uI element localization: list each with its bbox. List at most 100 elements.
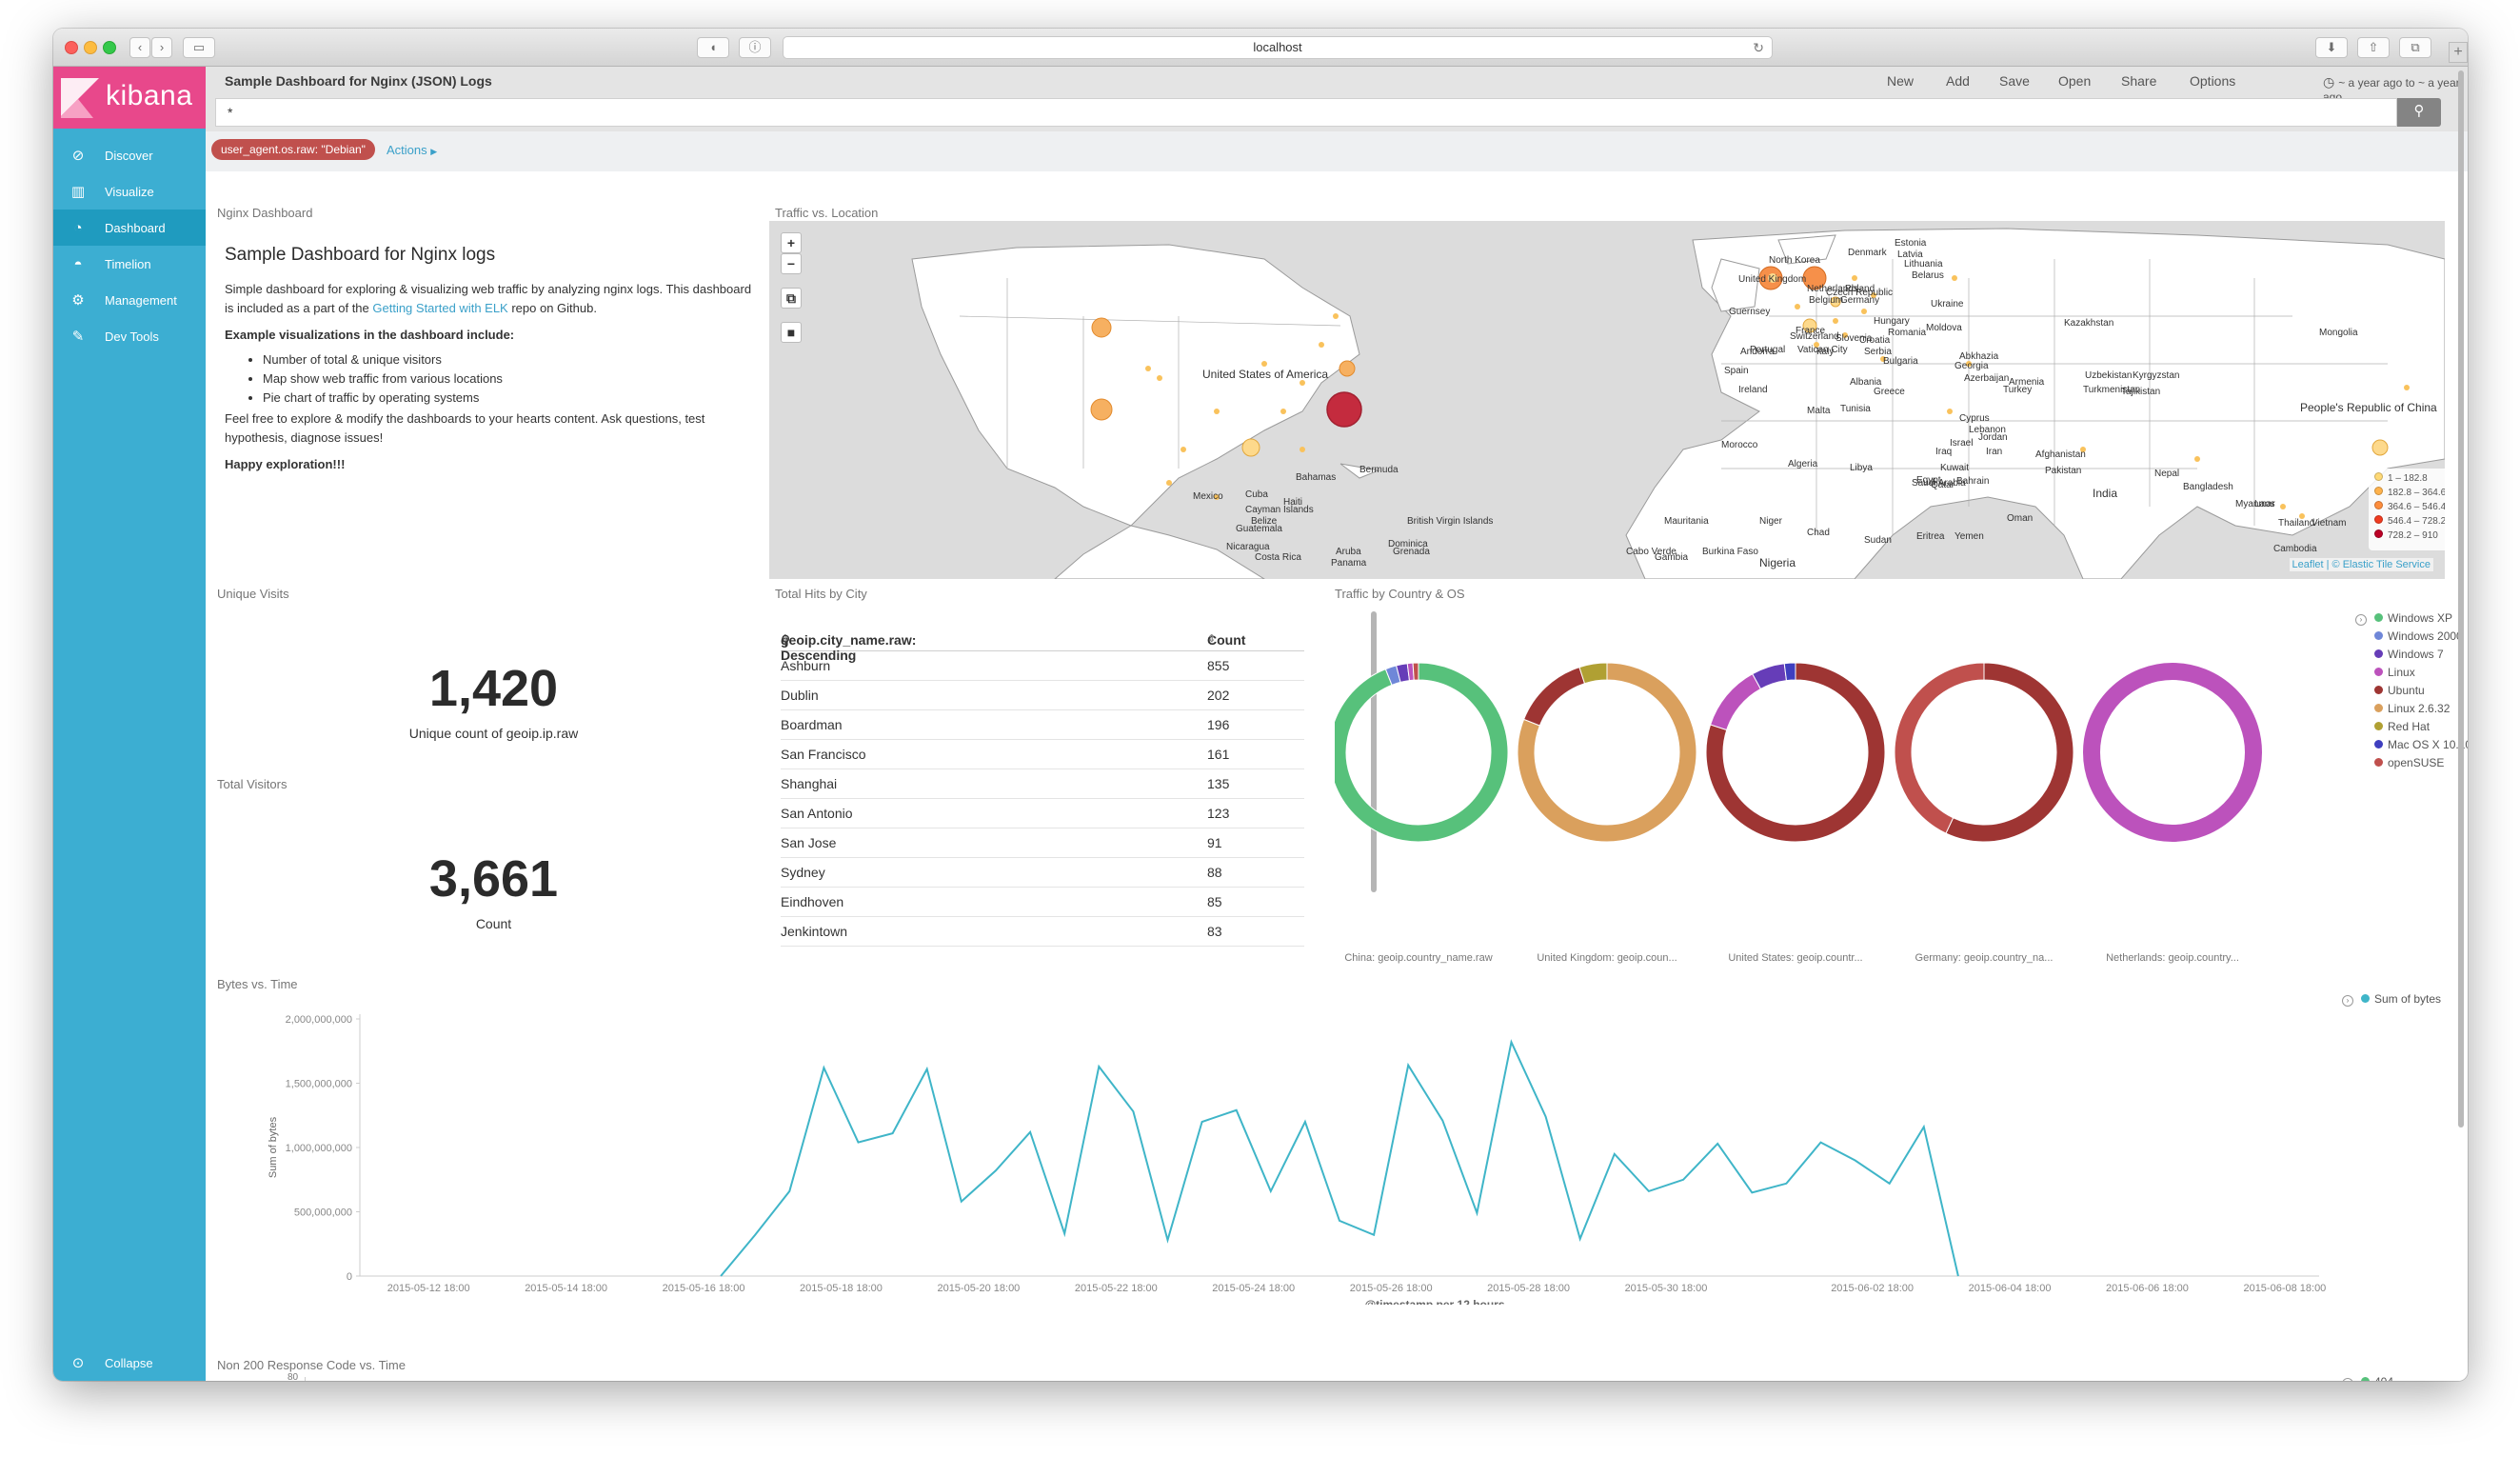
sidebar-item-timelion[interactable]: ◓ Timelion [53,246,206,282]
sidebar-item-management[interactable]: ⚙ Management [53,282,206,318]
map-marker[interactable] [1802,318,1817,333]
legend-item[interactable]: openSUSE [2355,756,2468,774]
pie-slice[interactable] [1945,662,2074,843]
map-marker[interactable] [1768,273,1777,283]
list-item: Pie chart of traffic by operating system… [263,389,763,408]
city-cell[interactable]: Boardman [781,717,843,732]
map-marker[interactable] [1326,391,1362,428]
address-bar[interactable]: localhost ↻ [783,36,1773,59]
x-tick-label: 2015-05-20 18:00 [937,1283,1020,1294]
legend-item[interactable]: Windows 2000 [2355,629,2468,648]
city-cell[interactable]: San Jose [781,835,837,850]
map-marker[interactable] [1091,317,1112,338]
pie-slice[interactable] [1522,666,1586,727]
download-icon[interactable]: ⬇ [2315,37,2348,58]
map-canvas[interactable]: United States of America Mexico Bahamas Cub… [769,221,2445,579]
map-attribution[interactable]: Leaflet | © Elastic Tile Service [2289,558,2433,571]
new-tab-button[interactable]: + [2449,42,2468,63]
sidebar-item-dev-tools[interactable]: ✎ Dev Tools [53,318,206,354]
search-input[interactable]: * [215,98,2397,127]
legend-item[interactable]: Linux 2.6.32 [2355,702,2468,720]
legend-item[interactable]: Linux [2355,666,2468,684]
minimize-window-button[interactable] [84,41,97,54]
city-cell[interactable]: Jenkintown [781,924,848,939]
map-marker[interactable] [1090,398,1113,421]
pie-slice[interactable] [1578,662,1608,685]
city-cell[interactable]: Eindhoven [781,894,844,909]
legend-toggle-icon[interactable]: › [2355,614,2367,626]
pie-slice[interactable] [1705,662,1886,843]
collapse-button[interactable]: ⊙ Collapse [53,1345,206,1381]
map-marker[interactable] [2371,439,2389,456]
legend-label[interactable]: 404 [2374,1375,2393,1381]
sidebar-toggle-icon[interactable]: ▭ [183,37,215,58]
menu-open[interactable]: Open [2058,73,2092,89]
city-cell[interactable]: Shanghai [781,776,838,791]
panel-title-city-table: Total Hits by City [775,587,867,601]
city-cell[interactable]: San Antonio [781,806,853,821]
pie-slice[interactable] [1783,662,1796,682]
pie-caption: Germany: geoip.country_na... [1915,952,2054,964]
pie-slice[interactable] [2083,663,2262,842]
menu-add[interactable]: Add [1946,73,1970,89]
tabs-overview-icon[interactable]: ⧉ [2399,37,2431,58]
traffic-map[interactable]: United States of America Mexico Bahamas Cub… [769,221,2445,579]
legend-item[interactable]: › Windows XP [2355,611,2468,629]
fit-bounds-button[interactable]: ⧉ [781,288,802,309]
privacy-icon[interactable]: ◖ [697,37,729,58]
legend-item[interactable]: Windows 7 [2355,648,2468,666]
close-window-button[interactable] [65,41,78,54]
bytes-line-chart[interactable]: 0 500,000,000 1,000,000,000 1,500,000,000 2,… [206,990,2348,1305]
map-marker[interactable] [1339,360,1356,377]
pie-slice[interactable] [1709,672,1762,731]
filter-actions-link[interactable]: Actions ▶ [387,143,437,157]
table-scrollbar[interactable] [1371,611,1377,892]
zoom-out-button[interactable]: − [781,253,802,274]
sidebar-item-discover[interactable]: ⊘ Discover [53,137,206,173]
filter-pill[interactable]: user_agent.os.raw: "Debian" [211,139,375,160]
city-cell[interactable]: San Francisco [781,747,866,762]
pie-slice[interactable] [1412,662,1419,681]
menu-new[interactable]: New [1887,73,1915,89]
legend-item[interactable]: Red Hat [2355,720,2468,738]
legend-item[interactable]: Ubuntu [2355,684,2468,702]
map-marker[interactable] [1241,438,1260,457]
menu-options[interactable]: Options [2190,73,2236,89]
search-button[interactable]: ⚲ [2397,98,2441,127]
time-picker[interactable]: ◷ ~ a year ago to ~ a year ago [2323,74,2468,104]
map-marker[interactable] [1830,296,1841,308]
pie-slice[interactable] [1894,662,1985,834]
sidebar-item-visualize[interactable]: ▥ Visualize [53,173,206,210]
legend-label[interactable]: Sum of bytes [2374,992,2442,1006]
legend-toggle-icon[interactable]: › [2342,995,2353,1007]
zoom-window-button[interactable] [103,41,116,54]
bytes-series-line[interactable] [720,1039,1959,1277]
zoom-in-button[interactable]: + [781,232,802,253]
city-cell[interactable]: Dublin [781,688,819,703]
share-icon[interactable]: ⇧ [2357,37,2390,58]
legend-item[interactable]: Mac OS X 10.10.1 [2355,738,2468,756]
back-button[interactable]: ‹ [129,37,150,58]
map-marker[interactable] [1802,266,1827,290]
legend-item: 182.8 – 364.6 [2374,487,2445,501]
pie-slice[interactable] [1335,662,1509,843]
city-cell[interactable]: Sydney [781,865,825,880]
city-cell[interactable]: Ashburn [781,658,831,673]
panel-title-pies: Traffic by Country & OS [1335,587,1465,601]
pie-slice[interactable] [1517,662,1697,843]
draw-rectangle-button[interactable]: ■ [781,322,802,343]
reload-icon[interactable]: ↻ [1753,40,1764,55]
forward-button[interactable]: › [151,37,172,58]
legend-toggle-icon[interactable]: › [2342,1378,2353,1381]
page-scrollbar[interactable] [2458,70,2464,1128]
getting-started-link[interactable]: Getting Started with ELK [372,301,508,315]
kibana-logo[interactable]: kibana [53,67,206,129]
menu-save[interactable]: Save [1999,73,2030,89]
count-cell: 83 [1207,924,1222,939]
sidebar-item-dashboard[interactable]: ◔ Dashboard [53,210,206,246]
pie-charts[interactable] [1335,638,2296,886]
menu-share[interactable]: Share [2121,73,2157,89]
sidebar-item-label: Visualize [105,184,154,199]
info-icon[interactable]: ⓘ [739,37,771,58]
dashboard-icon: ◔ [73,219,83,236]
